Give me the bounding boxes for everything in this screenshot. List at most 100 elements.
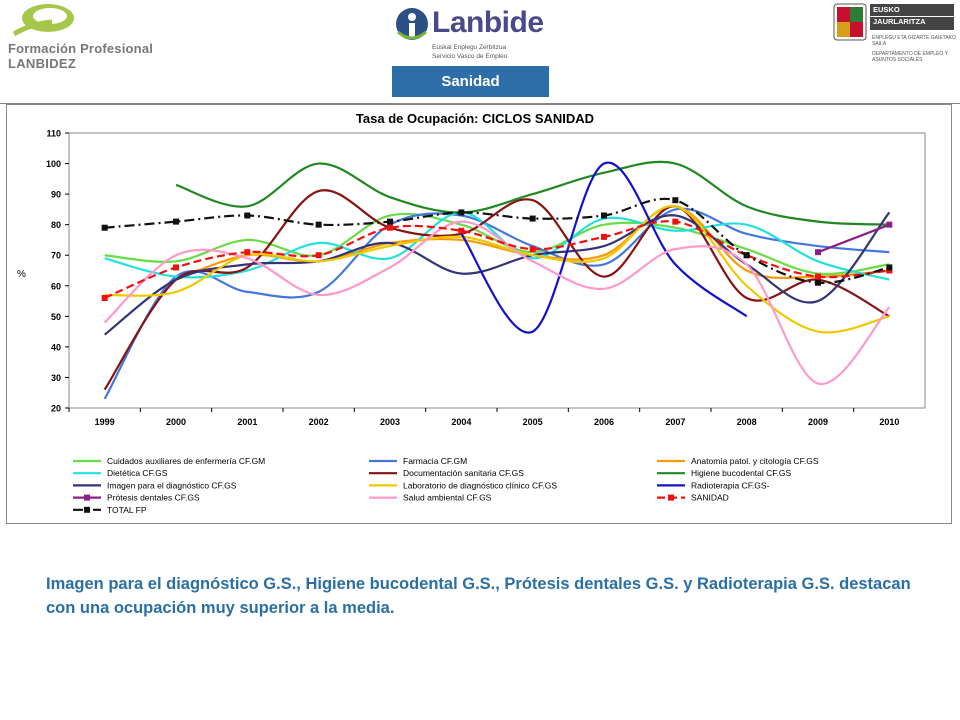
legend-marker [84, 494, 90, 501]
legend-item: Farmacia CF.GM [369, 456, 467, 466]
legend-label: Radioterapia CF.GS- [691, 480, 770, 490]
series-4 [103, 189, 890, 391]
gv-banner: EUSKO JAURLARITZA GOBIERNO VASCO [870, 4, 954, 39]
series-10 [103, 220, 891, 385]
data-point [387, 224, 393, 231]
y-axis-label: % [17, 269, 26, 280]
lanbide-emblem-icon [396, 8, 428, 40]
y-tick-label: 80 [51, 220, 61, 230]
caption-text: Imagen para el diagnóstico G.S., Higiene… [46, 575, 911, 617]
occupancy-line-chart: Tasa de Ocupación: CICLOS SANIDAD % 20 30… [17, 111, 926, 515]
x-tick-label: 2004 [451, 417, 471, 427]
legend-item: Radioterapia CF.GS- [657, 480, 770, 490]
lanbide-sub-basque: Euskal Enplegu Zerbitzua [432, 44, 507, 51]
x-tick-label: 2002 [309, 417, 329, 427]
gv-banner-divider [870, 16, 954, 17]
data-point [601, 212, 607, 219]
data-point [458, 209, 465, 216]
y-tick-label: 30 [51, 373, 61, 383]
lanbide-sub-spanish: Servicio Vasco de Empleo [432, 53, 508, 60]
series-line [104, 212, 890, 276]
y-tick-label: 50 [51, 312, 61, 322]
legend-label: Imagen para el diagnóstico CF.GS [107, 480, 237, 490]
legend-label: Anatomía patol. y citología CF.GS [691, 456, 819, 466]
legend-label: Farmacia CF.GM [403, 456, 467, 466]
x-tick-label: 2003 [380, 417, 400, 427]
series-lines [101, 160, 893, 400]
legend-marker [84, 506, 90, 513]
gv-sub1: ENPLEGU ETA GIZARTE GAIETAKO SAILA [872, 35, 956, 47]
legend-marker [668, 494, 674, 501]
series-line [175, 160, 890, 226]
series-12 [101, 197, 893, 286]
x-tick-label: 2008 [737, 417, 757, 427]
series-line [103, 211, 891, 336]
x-tick-label: 2009 [808, 417, 828, 427]
legend-item: Salud ambiental CF.GS [369, 493, 492, 503]
series-1 [103, 207, 890, 400]
legend-label: Salud ambiental CF.GS [403, 493, 492, 503]
axes: 20 30 40 50 60 70 80 90 100 110 1999 2000 2001 2002 20… [46, 129, 899, 428]
series-11 [101, 218, 893, 301]
chart-container: Tasa de Ocupación: CICLOS SANIDAD % 20 30… [6, 104, 952, 524]
series-9 [815, 221, 893, 256]
x-tick-label: 2000 [166, 417, 186, 427]
legend-label: Dietética CF.GS [107, 468, 168, 478]
data-point [173, 218, 179, 225]
y-tick-label: 90 [51, 190, 61, 200]
gobierno-vasco-logo: EUSKO JAURLARITZA GOBIERNO VASCO ENPLEGU… [830, 0, 960, 72]
series-line [104, 220, 890, 300]
gv-line2: GOBIERNO VASCO [873, 30, 943, 39]
series-0 [104, 212, 890, 276]
x-tick-label: 2001 [237, 417, 257, 427]
y-tick-label: 100 [46, 159, 61, 169]
series-line [103, 220, 891, 385]
data-point [458, 227, 465, 234]
data-point [315, 252, 322, 259]
x-tick-label: 2007 [665, 417, 685, 427]
series-8 [460, 161, 748, 334]
legend-item: Documentación sanitaria CF.GS [369, 468, 524, 478]
y-tick-label: 70 [51, 251, 61, 261]
legend-item: Anatomía patol. y citología CF.GS [657, 456, 819, 466]
y-tick-label: 40 [51, 342, 61, 352]
x-tick-label: 1999 [95, 417, 115, 427]
data-point [529, 215, 536, 222]
data-point [815, 273, 821, 280]
chart-title: Tasa de Ocupación: CICLOS SANIDAD [356, 111, 594, 126]
legend-item: Cuidados auxiliares de enfermería CF.GM [73, 456, 265, 466]
y-tick-label: 110 [46, 129, 61, 139]
legend-item: Imagen para el diagnóstico CF.GS [73, 480, 237, 490]
legend-item: Prótesis dentales CF.GS [73, 493, 200, 503]
data-point [173, 264, 179, 271]
section-badge: Sanidad [392, 66, 549, 97]
leaf-logo-icon [12, 4, 74, 37]
data-point [387, 218, 393, 225]
fp-logo-line2: LANBIDEZ [8, 56, 77, 71]
chart-legend: Cuidados auxiliares de enfermería CF.GM F… [73, 456, 819, 515]
data-point [672, 197, 679, 204]
series-6 [103, 211, 891, 336]
legend-label: Documentación sanitaria CF.GS [403, 468, 524, 478]
series-line [103, 189, 890, 391]
series-line [817, 223, 890, 254]
data-point [815, 249, 821, 256]
legend-label: Prótesis dentales CF.GS [107, 493, 200, 503]
data-point [101, 224, 108, 231]
x-tick-label: 2005 [523, 417, 543, 427]
coat-of-arms-icon [833, 3, 867, 41]
formacion-profesional-logo: Formación Profesional LANBIDEZ [2, 0, 182, 72]
data-point [886, 267, 893, 274]
series-5 [175, 160, 890, 226]
lanbide-logo: Lanbide Euskal Enplegu Zerbitzua Servici… [392, 2, 562, 64]
data-point [886, 264, 893, 271]
fp-logo-line1: Formación Profesional [8, 41, 154, 56]
legend-label: SANIDAD [691, 493, 729, 503]
legend-label: TOTAL FP [107, 505, 147, 515]
lanbide-wordmark: Lanbide [432, 6, 544, 39]
legend-label: Cuidados auxiliares de enfermería CF.GM [107, 456, 265, 466]
legend-item: Dietética CF.GS [73, 468, 168, 478]
data-point [101, 295, 108, 301]
y-tick-label: 60 [51, 281, 61, 291]
data-point [244, 212, 251, 219]
